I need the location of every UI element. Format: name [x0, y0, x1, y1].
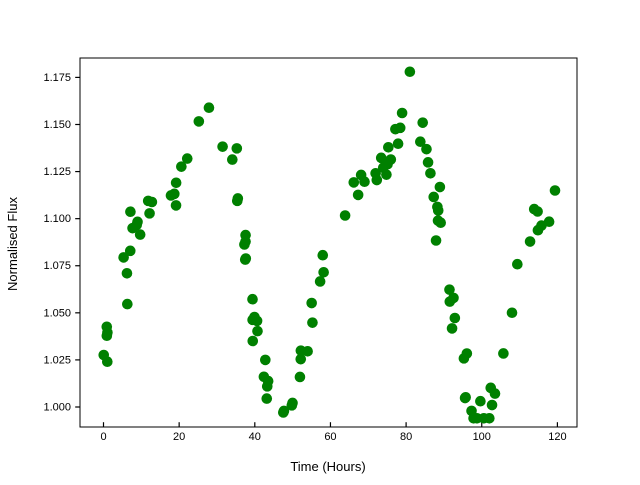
svg-text:100: 100: [473, 431, 491, 443]
svg-text:1.025: 1.025: [43, 354, 71, 366]
svg-text:1.150: 1.150: [43, 119, 71, 131]
svg-text:1.050: 1.050: [43, 307, 71, 319]
svg-text:20: 20: [173, 431, 185, 443]
svg-text:0: 0: [100, 431, 106, 443]
svg-text:40: 40: [249, 431, 261, 443]
svg-text:60: 60: [324, 431, 336, 443]
svg-text:Normalised Flux: Normalised Flux: [5, 197, 20, 291]
svg-text:1.075: 1.075: [43, 260, 71, 272]
svg-text:1.175: 1.175: [43, 72, 71, 84]
svg-text:1.000: 1.000: [43, 402, 71, 414]
svg-text:1.125: 1.125: [43, 166, 71, 178]
svg-text:80: 80: [400, 431, 412, 443]
svg-text:120: 120: [548, 431, 566, 443]
svg-text:1.100: 1.100: [43, 213, 71, 225]
svg-text:Time (Hours): Time (Hours): [290, 459, 365, 474]
